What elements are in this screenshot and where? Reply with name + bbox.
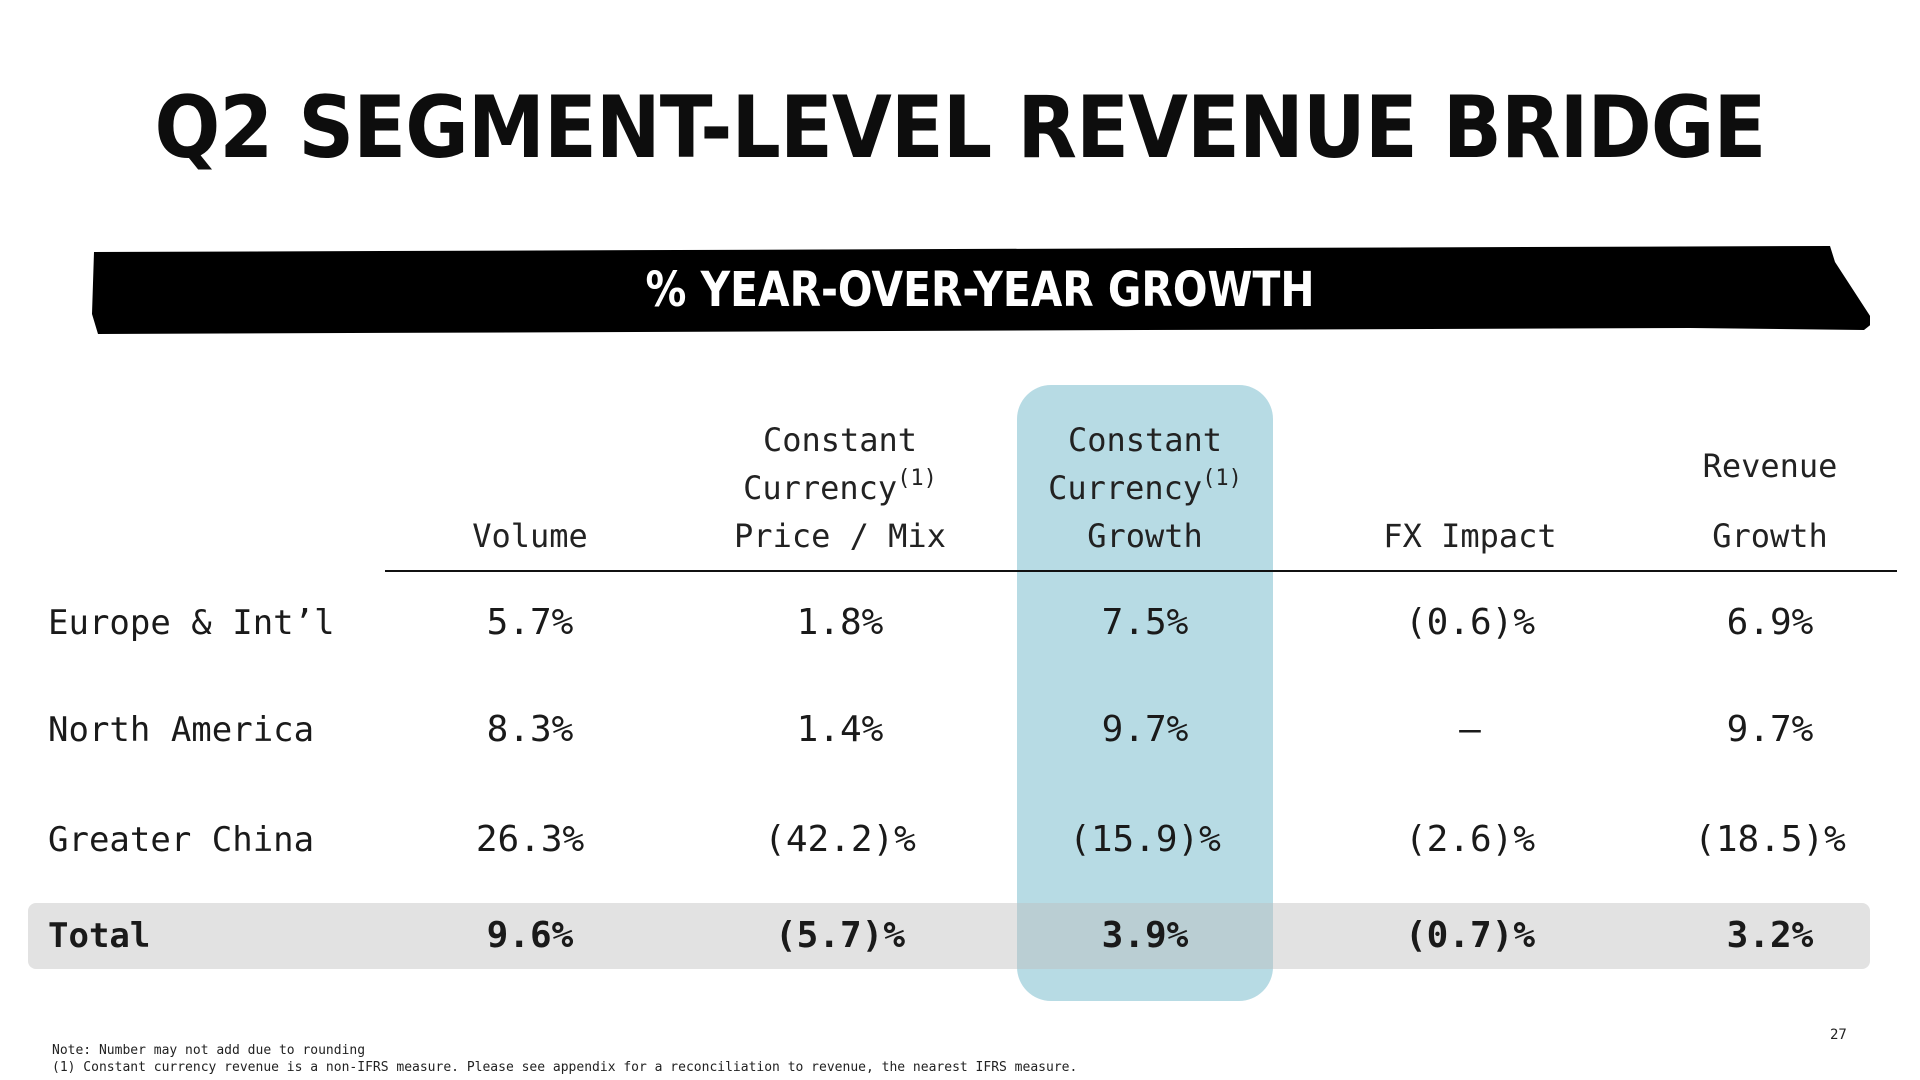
column-header-constant-currency-growth: Constant Currency(1) Growth — [1005, 416, 1285, 560]
rounding-note: Note: Number may not add due to rounding — [52, 1043, 366, 1058]
column-header-fx-impact: FX Impact — [1330, 416, 1610, 560]
section-banner: % YEAR-OVER-YEAR GROWTH — [90, 244, 1870, 336]
table-cell: 8.3% — [486, 709, 574, 750]
table-cell: (42.2)% — [764, 819, 916, 860]
column-header-line2 — [390, 464, 670, 512]
table-cell: 5.7% — [486, 602, 574, 643]
table-cell: 1.4% — [796, 709, 884, 750]
banner-shape — [92, 246, 1870, 334]
column-header-line1 — [390, 416, 670, 464]
column-header-line3: Price / Mix — [734, 517, 946, 555]
table-cell: 7.5% — [1101, 602, 1189, 643]
table-cell-total: 3.9% — [1101, 915, 1189, 956]
table-cell-total: 3.2% — [1726, 915, 1814, 956]
table-cell: 1.8% — [796, 602, 884, 643]
banner-title: % YEAR-OVER-YEAR GROWTH — [645, 262, 1315, 318]
table-cell: (2.6)% — [1404, 819, 1536, 860]
column-header-line2-wrap: Currency(1) — [1005, 464, 1285, 512]
page-number: 27 — [1830, 1027, 1847, 1043]
column-header-line3: Growth — [1712, 517, 1828, 555]
table-cell: 9.7% — [1726, 709, 1814, 750]
table-cell-total: (5.7)% — [774, 915, 906, 956]
table-cell: 6.9% — [1726, 602, 1814, 643]
column-header-line1: Constant — [1067, 421, 1223, 459]
page-title: Q2 SEGMENT-LEVEL REVENUE BRIDGE — [154, 78, 1766, 178]
column-header-line1: Constant — [762, 421, 918, 459]
column-header-line2: Currency — [1048, 469, 1203, 507]
table-cell: (18.5)% — [1694, 819, 1846, 860]
column-header-line2-wrap: Currency(1) — [700, 464, 980, 512]
table-cell-total: (0.7)% — [1404, 915, 1536, 956]
column-header-line3: Growth — [1087, 517, 1203, 555]
total-row-background — [28, 903, 1870, 969]
table-cell: 26.3% — [475, 819, 585, 860]
constant-currency-growth-highlight — [1017, 385, 1273, 1001]
column-header-line1 — [1330, 416, 1610, 464]
header-divider — [385, 570, 1897, 572]
table-cell: (15.9)% — [1069, 819, 1221, 860]
column-header-line3: Volume — [472, 517, 588, 555]
row-label-europe: Europe & Int’l — [48, 603, 335, 643]
column-header-volume: Volume — [390, 416, 670, 560]
column-header-line3: FX Impact — [1383, 517, 1557, 555]
row-label-north-america: North America — [48, 710, 315, 750]
footnote-constant-currency: (1) Constant currency revenue is a non-I… — [52, 1060, 1078, 1075]
column-header-revenue-growth: Revenue Growth — [1630, 416, 1910, 560]
column-header-line2: Currency — [743, 469, 898, 507]
table-cell: – — [1459, 709, 1481, 750]
column-header-line2: Revenue — [1702, 447, 1838, 485]
footnote-marker: (1) — [897, 466, 937, 491]
row-label-total: Total — [48, 916, 151, 956]
row-label-greater-china: Greater China — [48, 820, 315, 860]
table-cell: (0.6)% — [1404, 602, 1536, 643]
table-cell-total: 9.6% — [486, 915, 574, 956]
table-cell: 9.7% — [1101, 709, 1189, 750]
column-header-line2 — [1330, 464, 1610, 512]
column-header-price-mix: Constant Currency(1) Price / Mix — [700, 416, 980, 560]
footnote-marker: (1) — [1202, 466, 1242, 491]
